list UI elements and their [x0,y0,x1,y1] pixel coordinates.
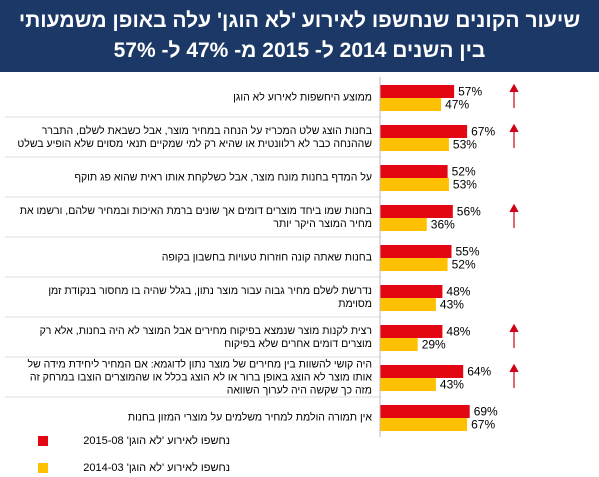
trend-arrows [509,83,519,388]
bar [380,325,443,338]
bar [380,285,443,298]
bar [380,85,455,98]
bar [380,258,448,271]
value-label: 56% [457,205,481,219]
value-label: 67% [471,418,495,432]
bar [380,418,468,431]
bar [380,378,436,391]
value-label: 43% [440,378,464,392]
value-label: 48% [446,325,470,339]
chart-title: שיעור הקונים שנחשפו לאירוע 'לא הוגן' עלה… [0,0,599,72]
bar [380,98,442,111]
value-label: 53% [453,178,477,192]
value-label: 55% [456,245,480,259]
bar [380,245,452,258]
bar [380,125,468,138]
value-label: 36% [431,218,455,232]
bar [380,138,449,151]
value-label: 57% [458,85,482,99]
value-label: 29% [422,338,446,352]
category-label: היה קושי להשוות בין מחירים של מוצר נתון … [27,358,373,397]
bar [380,298,436,311]
bar [380,405,470,418]
bar [380,365,464,378]
bar [380,205,453,218]
category-label: בחנות שאתה קונה חוזרות טעויות בחשבון בקו… [161,251,372,264]
value-label: 64% [467,365,491,379]
legend-swatch [38,436,48,446]
value-label: 43% [440,298,464,312]
value-label: 52% [452,258,476,272]
value-label: 69% [474,405,498,419]
value-label: 67% [471,125,495,139]
bar [380,165,448,178]
legend-label: נחשפו לאירוע 'לא הוגן' 2014-03 [83,462,230,474]
bar [380,218,427,231]
category-label: רצית לקנות מוצר שנמצא בפיקוח מחירים אבל … [39,325,372,350]
bar [380,338,418,351]
bar [380,178,449,191]
category-label: ממוצע היחשפות לאירוע לא הוגן [233,91,372,104]
value-label: 47% [445,98,469,112]
value-label: 48% [446,285,470,299]
legend-label: נחשפו לאירוע 'לא הוגן' 2015-08 [83,435,230,447]
value-label: 53% [453,138,477,152]
category-label: נדרשת לשלם מחיר גבוה עבור מוצר נתון, בגל… [48,285,372,310]
category-label: על המדף בחנות מונח מוצר, אבל כשלקחת אותו… [74,171,372,184]
category-label: בחנות שמו ביחד מוצרים דומים אך שונים ברמ… [19,205,372,230]
legend-swatch [38,463,48,473]
category-label: אין תמורה הולמת למחיר משלמים על מוצרי המ… [127,411,372,424]
value-label: 52% [452,165,476,179]
category-label: בחנות הוצג שלט המכריז על הנחה במחיר מוצר… [17,125,372,150]
